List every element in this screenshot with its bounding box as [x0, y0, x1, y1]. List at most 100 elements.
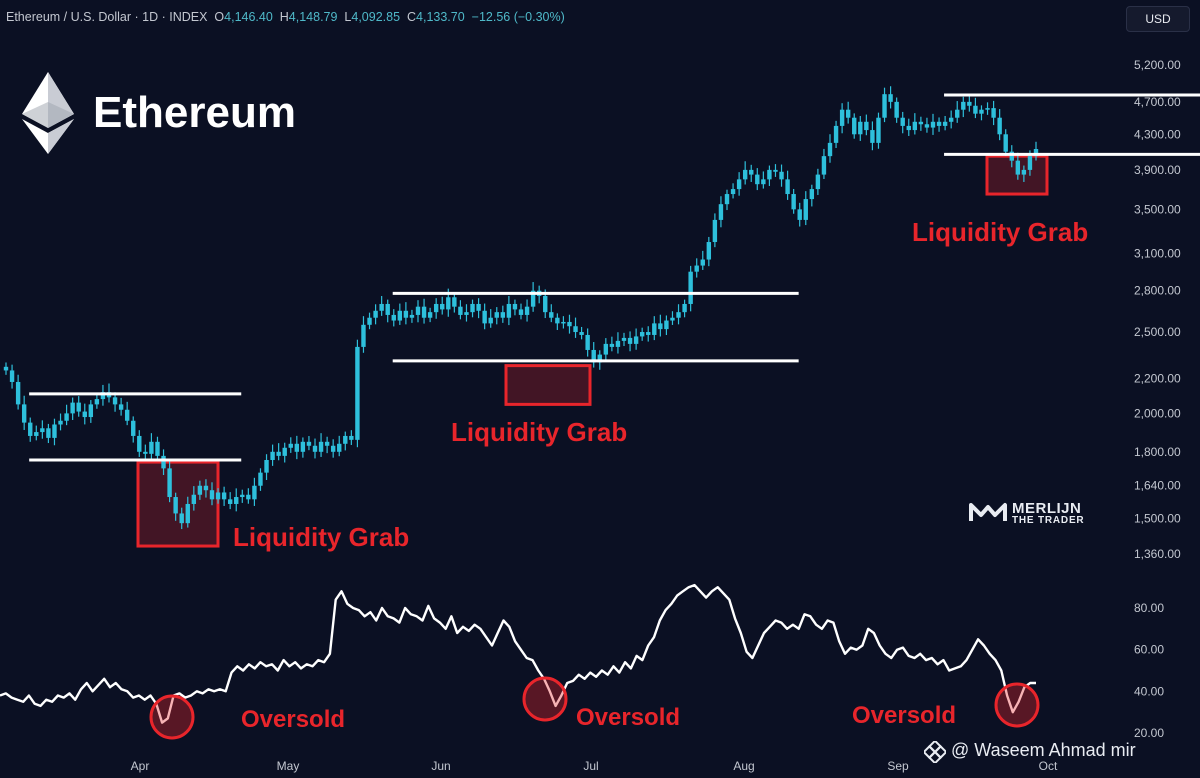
candle-body: [900, 117, 905, 126]
candle-body: [845, 109, 851, 118]
candle-body: [1015, 160, 1021, 175]
candle-body: [942, 121, 948, 126]
candle-body: [3, 366, 9, 371]
ethereum-logo-icon: [22, 72, 74, 154]
candle-body: [124, 409, 130, 421]
time-axis-label: May: [277, 759, 300, 773]
candle-body: [355, 346, 360, 440]
candle-body: [930, 121, 936, 128]
candle-body: [282, 447, 287, 456]
candle-body: [246, 494, 251, 500]
liquidity-grab-label-3: Liquidity Grab: [912, 217, 1089, 247]
candle-body: [791, 194, 796, 210]
candle-body: [615, 340, 621, 347]
candle-body: [88, 404, 94, 418]
candle-body: [100, 392, 106, 400]
price-axis-label: 3,500.00: [1134, 202, 1181, 216]
candle-body: [337, 443, 342, 452]
price-axis-label: 1,640.00: [1134, 479, 1181, 493]
candle-body: [803, 199, 808, 220]
candle-body: [179, 513, 184, 524]
candle-body: [742, 169, 748, 180]
candle-body: [446, 297, 451, 310]
candle-body: [549, 312, 554, 318]
candle-body: [518, 309, 524, 315]
candle-body: [724, 194, 730, 205]
rsi-axis-label: 80.00: [1134, 601, 1164, 615]
candle-body: [767, 169, 772, 180]
candle-body: [646, 332, 651, 335]
candle-body: [500, 312, 506, 318]
candle-body: [415, 306, 421, 315]
candle-body: [882, 94, 887, 118]
candle-body: [985, 108, 990, 110]
rsi-axis-label: 60.00: [1134, 643, 1164, 657]
candle-body: [433, 303, 439, 313]
candle-body: [852, 117, 857, 135]
candle-body: [797, 209, 802, 220]
currency-button[interactable]: USD: [1126, 6, 1190, 32]
candle-body: [979, 109, 984, 114]
candle-body: [94, 399, 100, 405]
candle-body: [809, 189, 815, 200]
candle-body: [1009, 151, 1014, 161]
candle-body: [76, 402, 81, 412]
liquidity-grab-zone: [136, 460, 220, 548]
candle-body: [397, 310, 403, 321]
candle-body: [700, 259, 705, 266]
candle-body: [203, 485, 209, 491]
candle-body: [440, 303, 445, 310]
candle-body: [815, 174, 821, 190]
oversold-label-2: Oversold: [576, 704, 681, 731]
candle-body: [458, 306, 463, 315]
price-axis-label: 2,000.00: [1134, 406, 1181, 420]
candle-body: [470, 303, 475, 313]
candle-body: [379, 303, 384, 311]
candle-body: [155, 441, 160, 456]
logo-title: Ethereum: [93, 88, 296, 137]
candle-body: [167, 468, 172, 498]
candle-body: [70, 402, 75, 414]
price-axis-label: 5,200.00: [1134, 58, 1181, 72]
candle-body: [264, 459, 269, 473]
candle-body: [997, 117, 1002, 135]
candle-body: [694, 265, 699, 272]
candle-body: [918, 121, 924, 125]
candle-body: [82, 411, 87, 418]
watermark-line2: THE TRADER: [1012, 515, 1085, 526]
candle-body: [621, 337, 627, 341]
candle-body: [1003, 134, 1008, 152]
price-axis-label: 2,800.00: [1134, 284, 1181, 298]
candle-body: [64, 413, 69, 421]
candle-body: [858, 121, 863, 135]
candle-body: [15, 381, 21, 405]
low-label: L: [344, 10, 352, 24]
candle-body: [137, 435, 142, 452]
candle-body: [506, 303, 512, 318]
low-value: 4,092.85: [351, 10, 401, 24]
candle-body: [991, 108, 996, 118]
candle-body: [755, 174, 760, 185]
liquidity-grab-zone: [504, 364, 592, 406]
candle-body: [730, 189, 736, 195]
candle-body: [9, 370, 15, 382]
oversold-circle: [149, 694, 195, 740]
candle-body: [603, 343, 609, 355]
candle-body: [827, 142, 833, 157]
price-axis-label: 4,700.00: [1134, 95, 1181, 109]
candle-body: [973, 105, 978, 114]
merlijn-logo-icon: [969, 503, 1007, 521]
candle-body: [209, 490, 215, 500]
candle-body: [112, 397, 118, 405]
candle-body: [318, 441, 324, 452]
candle-body: [761, 179, 766, 185]
candle-body: [276, 451, 281, 456]
price-axis-label: 2,500.00: [1134, 325, 1181, 339]
candle-body: [779, 171, 784, 180]
candle-body: [373, 310, 378, 318]
oversold-circle: [994, 682, 1040, 728]
candle-body: [131, 420, 136, 436]
candle-body: [639, 332, 645, 337]
